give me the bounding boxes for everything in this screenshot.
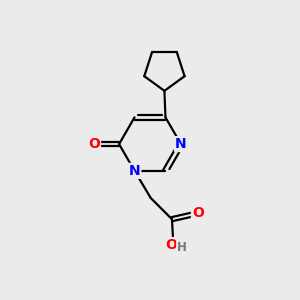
Text: N: N <box>175 137 187 151</box>
Text: O: O <box>192 206 204 220</box>
Text: O: O <box>88 137 100 151</box>
Text: O: O <box>165 238 177 252</box>
Text: N: N <box>129 164 140 178</box>
Text: H: H <box>177 241 187 254</box>
